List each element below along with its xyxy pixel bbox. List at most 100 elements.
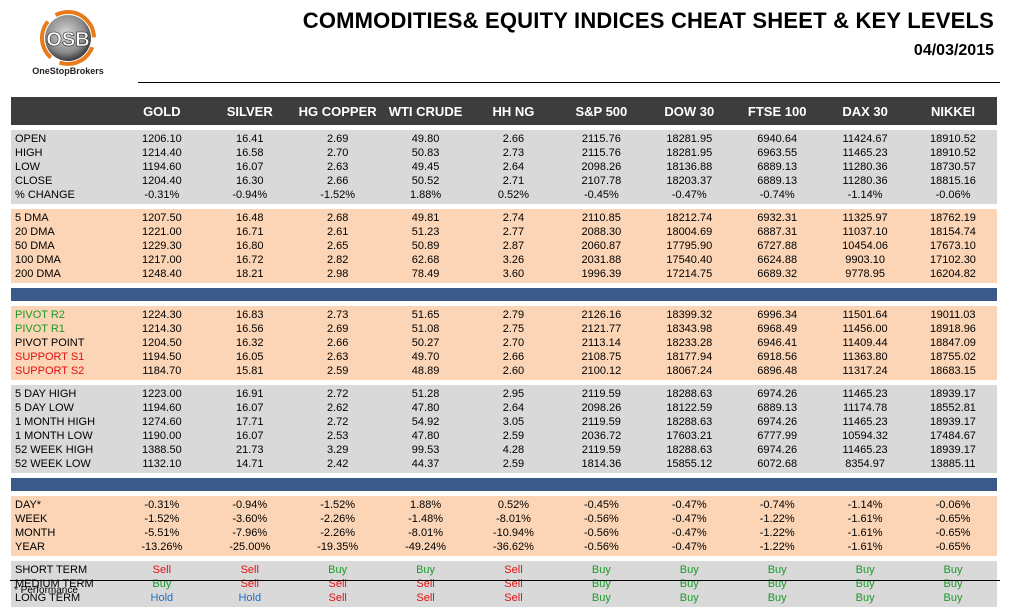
table-cell: 2.72: [326, 416, 349, 428]
table-cell: Buy: [591, 564, 611, 576]
table-cell: 6918.56: [757, 351, 798, 363]
table-section: 5 DAY HIGH 1223.00 16.91 2.72 51.28 2.95 2119.…: [11, 385, 997, 473]
table-cell: 2110.85: [581, 212, 621, 224]
table-cell: 16.30: [235, 175, 264, 187]
table-cell: 1184.70: [142, 365, 182, 377]
row-label: SHORT TERM: [15, 564, 88, 576]
table-cell: -0.47%: [671, 513, 707, 525]
table-cell: 2.66: [326, 337, 349, 349]
table-cell: -0.94%: [232, 189, 268, 201]
page-title: COMMODITIES& EQUITY INDICES CHEAT SHEET …: [302, 8, 994, 33]
table-cell: 18177.94: [666, 351, 713, 363]
table-cell: 6996.34: [757, 309, 798, 321]
table-cell: 1194.50: [142, 351, 182, 363]
column-header: DOW 30: [664, 103, 715, 119]
column-header: HH NG: [492, 103, 535, 119]
logo-badge-icon: OSB: [39, 10, 96, 66]
table-cell: -0.74%: [759, 499, 795, 511]
table-row: WEEK -1.52% -3.60% -2.26% -1.48% -8.01% -0.56%…: [11, 512, 997, 526]
table-cell: 2.75: [502, 323, 525, 335]
table-cell: 6974.26: [757, 444, 798, 456]
table-cell: Sell: [416, 592, 435, 604]
table-cell: 11409.44: [842, 337, 888, 349]
table-cell: 11465.23: [842, 147, 888, 159]
table-cell: -10.94%: [492, 527, 534, 539]
table-cell: 11363.80: [842, 351, 888, 363]
table-cell: 16.32: [235, 337, 264, 349]
table-cell: 2.62: [326, 402, 349, 414]
table-cell: 8354.97: [845, 458, 885, 470]
table-cell: 10454.06: [842, 240, 889, 252]
cheat-sheet-table: GOLD SILVER HG COPPER WTI CRUDE HH NG S&P 500…: [11, 97, 997, 607]
table-cell: 18730.57: [930, 161, 976, 173]
table-cell: 49.70: [411, 351, 440, 363]
table-cell: 11174.78: [842, 402, 888, 414]
footer-divider: [10, 580, 1000, 581]
table-cell: 2.66: [502, 133, 525, 145]
table-cell: 51.23: [411, 226, 440, 238]
table-cell: Buy: [679, 592, 699, 604]
table-cell: 49.45: [411, 161, 440, 173]
table-cell: -0.94%: [232, 499, 268, 511]
table-cell: Buy: [679, 564, 699, 576]
row-label: PIVOT POINT: [15, 337, 85, 349]
table-cell: -1.22%: [759, 527, 795, 539]
table-cell: 6889.13: [757, 402, 798, 414]
table-cell: -1.48%: [408, 513, 443, 525]
table-cell: Buy: [591, 578, 611, 590]
table-cell: -2.26%: [320, 527, 356, 539]
row-label: 200 DMA: [15, 268, 61, 280]
table-cell: 6963.55: [757, 147, 798, 159]
table-cell: 18847.09: [930, 337, 976, 349]
row-label: OPEN: [15, 133, 47, 145]
table-row: 5 DAY LOW 1194.60 16.07 2.62 47.80 2.64 2098.2…: [11, 401, 997, 415]
table-cell: 9903.10: [845, 254, 885, 266]
table-cell: 16.58: [235, 147, 264, 159]
table-cell: 2.64: [502, 402, 525, 414]
table-cell: -0.47%: [671, 189, 707, 201]
table-cell: 1194.60: [142, 161, 182, 173]
table-cell: -0.06%: [935, 499, 971, 511]
table-cell: Sell: [328, 578, 347, 590]
table-cell: -7.96%: [232, 527, 268, 539]
table-cell: -3.60%: [232, 513, 268, 525]
table-cell: -25.00%: [229, 541, 271, 553]
table-cell: 2108.75: [581, 351, 622, 363]
table-cell: -0.56%: [583, 513, 619, 525]
table-cell: 62.68: [411, 254, 440, 266]
column-header: S&P 500: [575, 103, 628, 119]
table-cell: -8.01%: [408, 527, 443, 539]
table-cell: 2.95: [502, 388, 525, 400]
row-label: MONTH: [15, 527, 56, 539]
table-cell: 11501.64: [842, 309, 888, 321]
table-section: DAY* -0.31% -0.94% -1.52% 1.88% 0.52% -0.45% -0…: [11, 496, 997, 556]
table-cell: 49.81: [411, 212, 440, 224]
table-cell: Buy: [328, 564, 348, 576]
table-cell: 1214.40: [141, 147, 182, 159]
table-cell: 2.53: [326, 430, 349, 442]
table-cell: Sell: [416, 578, 435, 590]
table-cell: 6889.13: [757, 175, 798, 187]
table-cell: 49.80: [411, 133, 440, 145]
table-row: SUPPORT S1 1194.50 16.05 2.63 49.70 2.66 2108.…: [11, 350, 997, 364]
table-cell: 18122.59: [666, 402, 713, 414]
table-row: SUPPORT S2 1184.70 15.81 2.59 48.89 2.60 2100.…: [11, 364, 997, 378]
table-cell: 16.07: [235, 161, 264, 173]
table-cell: 16.91: [235, 388, 264, 400]
table-cell: Buy: [943, 592, 963, 604]
table-cell: 2100.12: [581, 365, 622, 377]
table-cell: 0.52%: [497, 189, 530, 201]
table-cell: 2.69: [326, 323, 349, 335]
table-cell: 16.07: [235, 402, 264, 414]
table-cell: 16.83: [235, 309, 264, 321]
table-cell: 18762.19: [930, 212, 976, 224]
table-cell: 18683.15: [930, 365, 976, 377]
table-cell: 16.56: [235, 323, 264, 335]
table-cell: -5.51%: [144, 527, 180, 539]
row-label: LOW: [15, 161, 41, 173]
table-section: 5 DMA 1207.50 16.48 2.68 49.81 2.74 2110.85 182…: [11, 209, 997, 283]
table-cell: 21.73: [235, 444, 264, 456]
table-cell: 6689.32: [757, 268, 798, 280]
table-cell: -1.52%: [320, 499, 356, 511]
table-cell: 78.49: [411, 268, 440, 280]
